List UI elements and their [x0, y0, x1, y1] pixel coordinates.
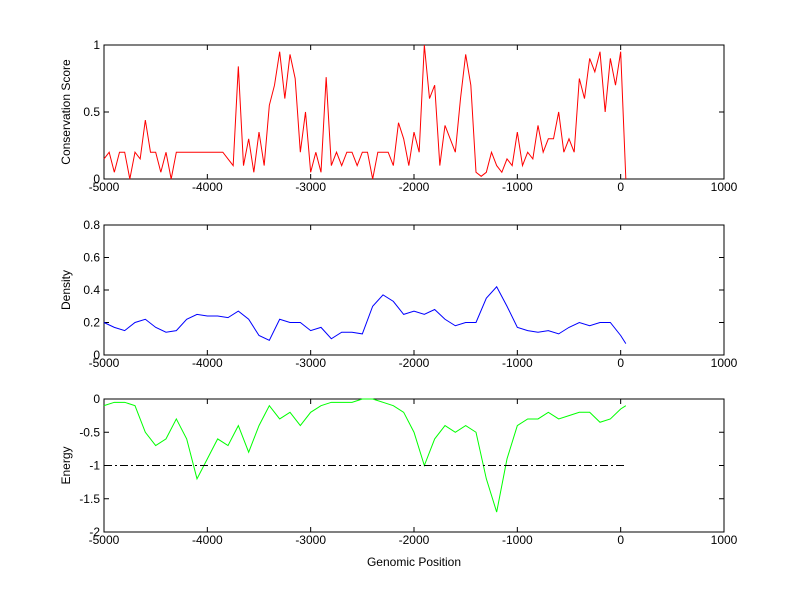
x-tick-label: -2000 — [399, 180, 430, 194]
y-tick-label: 0 — [93, 392, 100, 406]
x-tick-label: -3000 — [295, 533, 326, 547]
x-tick-label: -4000 — [192, 356, 223, 370]
x-tick-label: 0 — [617, 180, 624, 194]
y-tick-label: 0.5 — [83, 105, 100, 119]
x-tick-label: -1000 — [502, 533, 533, 547]
data-line — [103, 285, 627, 344]
x-tick-label: 0 — [617, 356, 624, 370]
x-tick-label: -5000 — [89, 356, 120, 370]
x-tick-label: -4000 — [192, 180, 223, 194]
y-tick-label: 0 — [93, 348, 100, 362]
y-tick-label: -1.5 — [79, 492, 100, 506]
x-tick-label: -1000 — [502, 356, 533, 370]
y-tick-label: -2 — [89, 525, 100, 539]
x-axis-label: Genomic Position — [367, 555, 461, 569]
y-tick-label: -0.5 — [79, 425, 100, 439]
y-tick-label: 0.8 — [83, 218, 100, 232]
x-tick-label: 0 — [617, 533, 624, 547]
y-tick-label: -1 — [89, 459, 100, 473]
x-tick-label: -2000 — [399, 533, 430, 547]
y-axis-label: Energy — [59, 446, 73, 484]
x-tick-label: -5000 — [89, 533, 120, 547]
y-axis-label: Density — [59, 270, 73, 310]
x-tick-label: 1000 — [711, 356, 738, 370]
y-tick-label: 0.6 — [83, 251, 100, 265]
axes-box — [103, 44, 725, 180]
y-tick-label: 0.4 — [83, 283, 100, 297]
data-line — [103, 398, 627, 513]
y-tick-label: 0 — [93, 172, 100, 186]
y-tick-label: 0.2 — [83, 316, 100, 330]
x-tick-label: 1000 — [711, 180, 738, 194]
y-tick-label: 1 — [93, 38, 100, 52]
x-tick-label: -1000 — [502, 180, 533, 194]
x-tick-label: -5000 — [89, 180, 120, 194]
x-tick-label: -3000 — [295, 356, 326, 370]
data-line — [103, 44, 627, 180]
x-tick-label: -4000 — [192, 533, 223, 547]
x-tick-label: -2000 — [399, 356, 430, 370]
axes-box — [103, 224, 725, 356]
y-axis-label: Conservation Score — [59, 59, 73, 165]
x-tick-label: 1000 — [711, 533, 738, 547]
x-tick-label: -3000 — [295, 180, 326, 194]
